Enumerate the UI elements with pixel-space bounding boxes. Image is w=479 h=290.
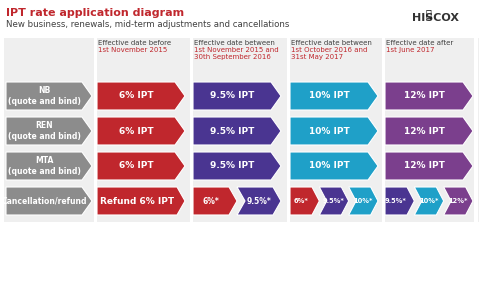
Polygon shape bbox=[6, 117, 92, 145]
Text: 12% IPT: 12% IPT bbox=[404, 162, 445, 171]
Polygon shape bbox=[290, 187, 319, 215]
Text: REN
(quote and bind): REN (quote and bind) bbox=[8, 121, 80, 141]
Polygon shape bbox=[97, 82, 185, 110]
Text: IPT rate application diagram: IPT rate application diagram bbox=[6, 8, 184, 18]
Polygon shape bbox=[290, 152, 378, 180]
Polygon shape bbox=[349, 187, 378, 215]
Polygon shape bbox=[290, 82, 378, 110]
Polygon shape bbox=[6, 187, 92, 215]
Bar bbox=[4, 38, 479, 222]
Polygon shape bbox=[97, 117, 185, 145]
Bar bbox=[382, 38, 385, 222]
Polygon shape bbox=[444, 187, 473, 215]
Text: 6% IPT: 6% IPT bbox=[119, 162, 153, 171]
Polygon shape bbox=[97, 187, 185, 215]
Polygon shape bbox=[6, 82, 92, 110]
Bar bbox=[190, 38, 193, 222]
Text: 6%*: 6%* bbox=[203, 197, 219, 206]
Text: 1st June 2017: 1st June 2017 bbox=[386, 47, 434, 53]
Polygon shape bbox=[193, 82, 281, 110]
Polygon shape bbox=[385, 82, 473, 110]
Text: 9.5% IPT: 9.5% IPT bbox=[210, 92, 254, 101]
Text: NB
(quote and bind): NB (quote and bind) bbox=[8, 86, 80, 106]
Text: 30th September 2016: 30th September 2016 bbox=[194, 54, 271, 60]
Text: Effective date between: Effective date between bbox=[291, 40, 372, 46]
Text: 1st October 2016 and: 1st October 2016 and bbox=[291, 47, 367, 53]
Bar bbox=[287, 38, 290, 222]
Text: 9.5% IPT: 9.5% IPT bbox=[210, 162, 254, 171]
Text: 6% IPT: 6% IPT bbox=[119, 92, 153, 101]
Bar bbox=[474, 38, 478, 222]
Text: 6% IPT: 6% IPT bbox=[119, 126, 153, 135]
Text: 12%*: 12%* bbox=[448, 198, 468, 204]
Text: 31st May 2017: 31st May 2017 bbox=[291, 54, 343, 60]
Polygon shape bbox=[319, 187, 349, 215]
Text: HISCOX: HISCOX bbox=[412, 13, 459, 23]
Text: Effective date before: Effective date before bbox=[98, 40, 171, 46]
Text: Cancellation/refund: Cancellation/refund bbox=[1, 197, 87, 206]
Text: MTA
(quote and bind): MTA (quote and bind) bbox=[8, 156, 80, 176]
Text: 9.5% IPT: 9.5% IPT bbox=[210, 126, 254, 135]
Text: New business, renewals, mid-term adjustments and cancellations: New business, renewals, mid-term adjustm… bbox=[6, 20, 289, 29]
Text: 9.5%*: 9.5%* bbox=[247, 197, 272, 206]
Text: 10%*: 10%* bbox=[354, 198, 373, 204]
Polygon shape bbox=[6, 152, 92, 180]
Text: 1st November 2015 and: 1st November 2015 and bbox=[194, 47, 279, 53]
Text: 10% IPT: 10% IPT bbox=[308, 162, 349, 171]
Polygon shape bbox=[193, 152, 281, 180]
Polygon shape bbox=[414, 187, 444, 215]
Text: 10% IPT: 10% IPT bbox=[308, 92, 349, 101]
Polygon shape bbox=[385, 152, 473, 180]
Text: 10% IPT: 10% IPT bbox=[308, 126, 349, 135]
Polygon shape bbox=[97, 152, 185, 180]
Polygon shape bbox=[237, 187, 281, 215]
Bar bbox=[94, 38, 97, 222]
Text: 6%*: 6%* bbox=[294, 198, 308, 204]
Polygon shape bbox=[385, 117, 473, 145]
Text: 9.5%*: 9.5%* bbox=[323, 198, 345, 204]
Text: 9.5%*: 9.5%* bbox=[385, 198, 407, 204]
Polygon shape bbox=[385, 187, 414, 215]
Text: 🔥: 🔥 bbox=[425, 8, 431, 18]
Text: Refund 6% IPT: Refund 6% IPT bbox=[100, 197, 174, 206]
Polygon shape bbox=[290, 117, 378, 145]
Text: 12% IPT: 12% IPT bbox=[404, 92, 445, 101]
Text: 12% IPT: 12% IPT bbox=[404, 126, 445, 135]
Text: 1st November 2015: 1st November 2015 bbox=[98, 47, 167, 53]
Text: 10%*: 10%* bbox=[419, 198, 439, 204]
Polygon shape bbox=[193, 117, 281, 145]
Text: Effective date between: Effective date between bbox=[194, 40, 275, 46]
Polygon shape bbox=[193, 187, 237, 215]
Text: Effective date after: Effective date after bbox=[386, 40, 453, 46]
